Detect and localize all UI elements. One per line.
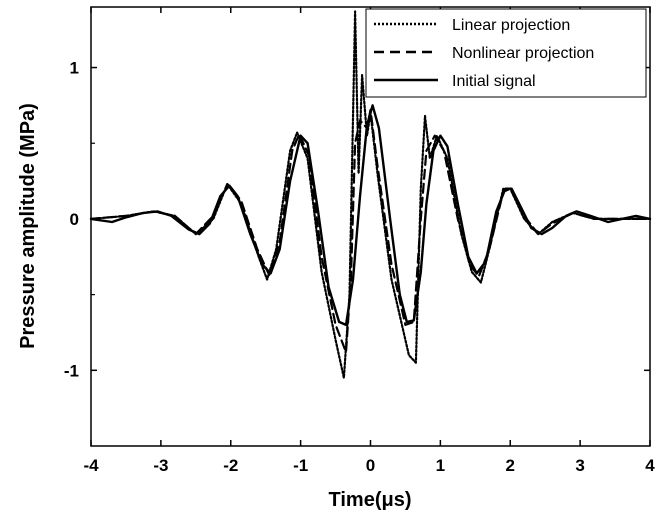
tick-labels: -4 -3 -2 -1 0 1 2 3 4 -1 0 1 [64,59,655,475]
x-tick-label: -3 [153,456,168,475]
x-axis-title: Time(μs) [329,489,412,511]
x-tick-label: 4 [645,456,655,475]
x-tick-label: 2 [506,456,515,475]
y-tick-label: -1 [64,361,79,380]
x-tick-label: -1 [293,456,308,475]
x-tick-label: 1 [436,456,445,475]
series-line-solid [89,104,652,327]
y-tick-label: 0 [70,210,79,229]
legend: Linear projection Nonlinear projection I… [365,8,647,98]
y-tick-label: 1 [70,59,79,78]
legend-label-linear: Linear projection [452,17,570,34]
legend-label-nonlinear: Nonlinear projection [452,45,594,62]
x-tick-label: 0 [366,456,375,475]
x-tick-label: 3 [575,456,584,475]
x-tick-label: -2 [223,456,238,475]
y-axis-title: Pressure amplitude (MPa) [17,103,39,349]
series-group [89,10,652,379]
series-line-dashed [89,108,652,354]
legend-label-initial: Initial signal [452,73,536,90]
x-tick-label: -4 [83,456,99,475]
